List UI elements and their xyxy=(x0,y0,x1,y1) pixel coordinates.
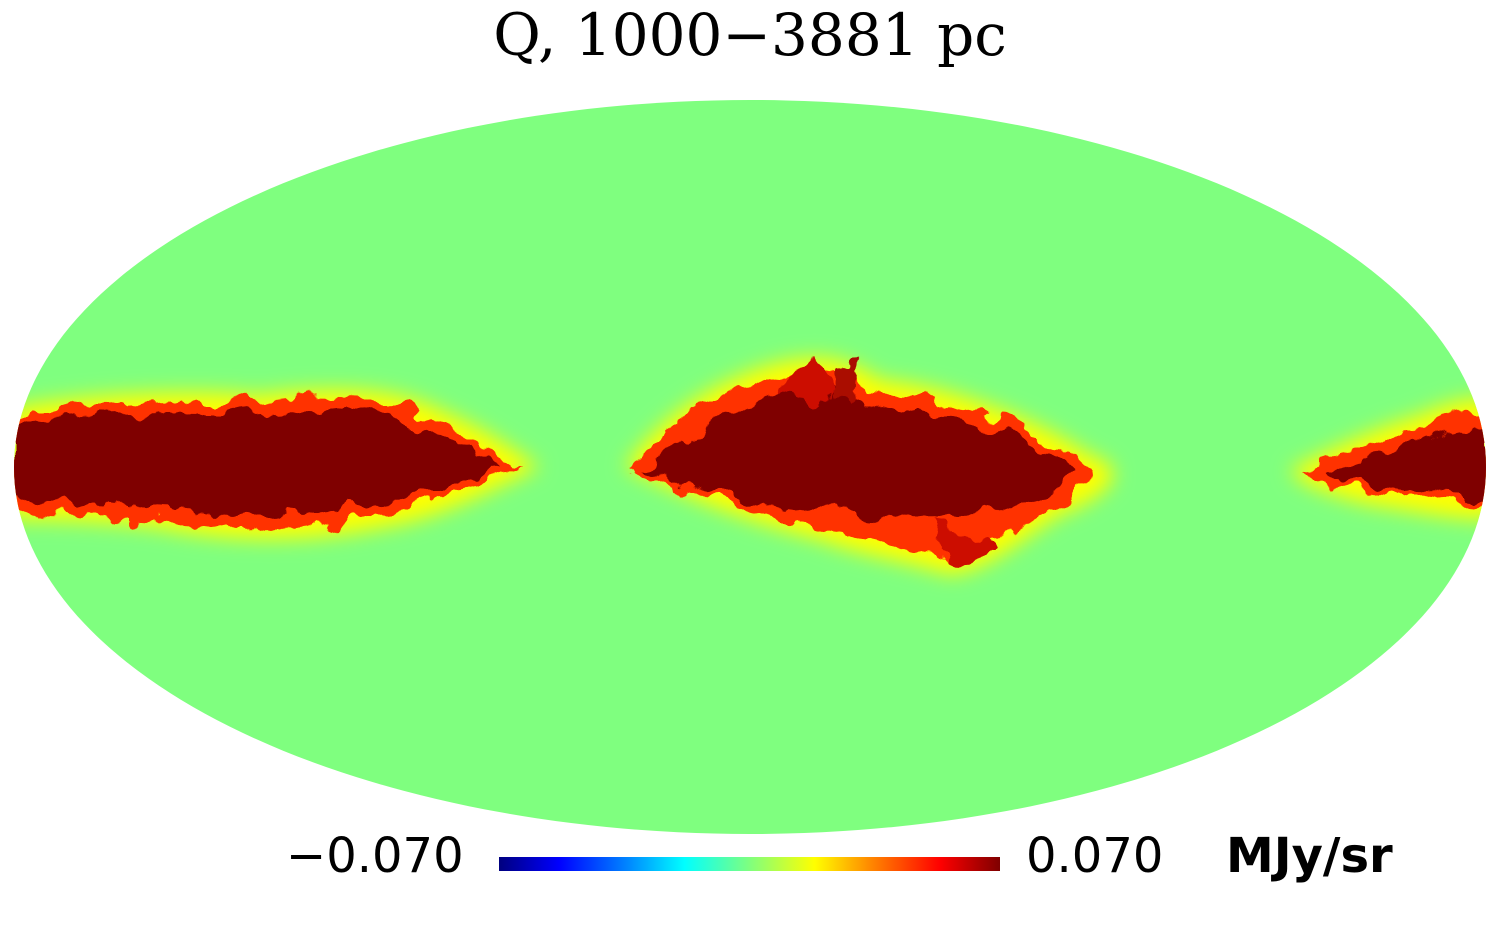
colorbar-unit-label: MJy/sr xyxy=(1226,828,1393,884)
colorbar-min-label: −0.070 xyxy=(286,828,464,884)
galactic-plane-emission-right xyxy=(1320,429,1486,498)
galactic-plane-emission-center xyxy=(645,390,1073,519)
colorbar-max-label: 0.070 xyxy=(1026,828,1164,884)
emission-core xyxy=(14,390,1486,519)
mollweide-sky-map xyxy=(14,100,1486,834)
map-title: Q, 1000−3881 pc xyxy=(493,1,1007,69)
galactic-plane-emission-left xyxy=(14,409,505,516)
colorbar xyxy=(499,857,1000,871)
emission-plumes xyxy=(780,355,995,562)
